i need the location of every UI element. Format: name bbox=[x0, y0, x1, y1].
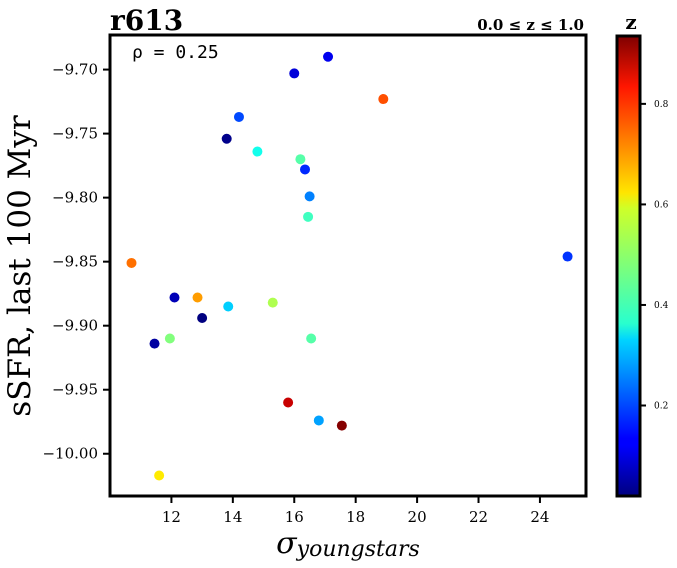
correlation-annotation: ρ = 0.25 bbox=[132, 42, 219, 63]
y-tick-label: −9.90 bbox=[52, 317, 98, 335]
colorbar-tick-label: 0.2 bbox=[654, 402, 668, 412]
scatter-point bbox=[267, 297, 278, 308]
scatter-point bbox=[169, 292, 180, 303]
scatter-point bbox=[221, 133, 232, 144]
scatter-point bbox=[149, 338, 160, 349]
scatter-point bbox=[126, 257, 137, 268]
x-axis-ticks: 12 14 16 18 20 22 24 bbox=[162, 496, 549, 526]
scatter-point bbox=[306, 333, 317, 344]
x-tick-label: 22 bbox=[469, 508, 488, 526]
x-tick-label: 16 bbox=[285, 508, 304, 526]
colorbar-tick-label: 0.6 bbox=[654, 200, 669, 210]
scatter-point bbox=[304, 191, 315, 202]
scatter-point bbox=[154, 470, 165, 481]
scatter-point bbox=[164, 333, 175, 344]
scatter-point bbox=[197, 313, 208, 324]
x-axis-label-subscript: youngstars bbox=[296, 537, 420, 562]
x-tick-label: 14 bbox=[223, 508, 242, 526]
colorbar bbox=[615, 34, 642, 498]
y-axis-label: sSFR, last 100 Myr bbox=[2, 115, 38, 417]
scatter-point bbox=[336, 420, 347, 431]
y-axis-ticks: −9.70 −9.75 −9.80 −9.85 −9.90 −9.95 −10.00 bbox=[42, 61, 110, 463]
x-axis-label-symbol: σ bbox=[276, 526, 298, 561]
data-points bbox=[126, 51, 573, 481]
y-tick-label: −9.95 bbox=[52, 381, 98, 399]
scatter-point bbox=[233, 111, 244, 122]
colorbar-tick-label: 0.8 bbox=[654, 100, 669, 110]
y-tick-label: −9.70 bbox=[52, 61, 98, 79]
scatter-point bbox=[252, 146, 263, 157]
colorbar-ticks: 0.2 0.4 0.6 0.8 bbox=[640, 100, 669, 412]
x-tick-label: 20 bbox=[408, 508, 427, 526]
scatter-point bbox=[295, 154, 306, 165]
scatter-point bbox=[289, 68, 300, 79]
plot-area-frame bbox=[108, 33, 588, 498]
scatter-point bbox=[192, 292, 203, 303]
colorbar-tick-label: 0.4 bbox=[654, 301, 669, 311]
x-tick-label: 18 bbox=[346, 508, 365, 526]
scatter-point bbox=[300, 164, 311, 175]
scatter-point bbox=[313, 415, 324, 426]
x-tick-label: 12 bbox=[162, 508, 181, 526]
scatter-point bbox=[303, 211, 314, 222]
y-tick-label: −9.85 bbox=[52, 253, 98, 271]
y-tick-label: −9.80 bbox=[52, 189, 98, 207]
colorbar-label: z bbox=[625, 10, 636, 34]
x-axis-label: σyoungstars bbox=[276, 526, 420, 562]
chart-title: r613 bbox=[110, 4, 183, 37]
scatter-point bbox=[223, 301, 234, 312]
chart-subtitle: 0.0 ≤ z ≤ 1.0 bbox=[477, 16, 584, 34]
scatter-point bbox=[323, 51, 334, 62]
x-tick-label: 24 bbox=[530, 508, 549, 526]
scatter-point bbox=[283, 397, 294, 408]
y-tick-label: −9.75 bbox=[52, 125, 98, 143]
scatter-point bbox=[562, 251, 573, 262]
scatter-point bbox=[378, 94, 389, 105]
y-tick-label: −10.00 bbox=[42, 445, 98, 463]
